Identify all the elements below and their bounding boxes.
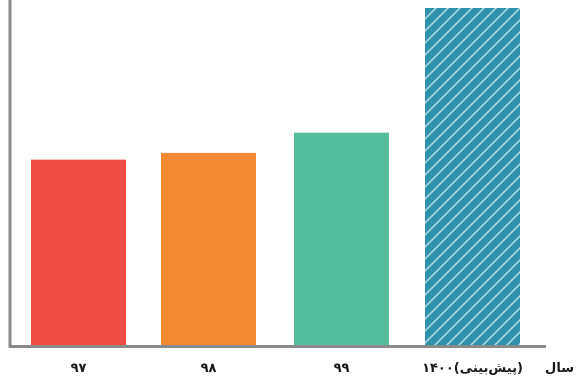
x-tick-label-1: ۹۷ — [71, 361, 87, 376]
bars-layer — [31, 8, 520, 345]
labels-layer: ۹۷ ۹۸ ۹۹ ۱۴۰۰(پیش‌بینی) — [71, 361, 523, 376]
x-tick-label-4: ۱۴۰۰(پیش‌بینی) — [422, 361, 523, 376]
x-tick-label-2: ۹۸ — [201, 361, 217, 376]
x-tick-label-3: ۹۹ — [334, 361, 350, 376]
bar-3 — [294, 132, 389, 345]
bar-2 — [161, 152, 256, 345]
bar-1 — [31, 159, 126, 345]
bar-4 — [425, 8, 520, 345]
x-axis-title: سال — [545, 361, 574, 376]
axes-layer — [8, 0, 546, 348]
